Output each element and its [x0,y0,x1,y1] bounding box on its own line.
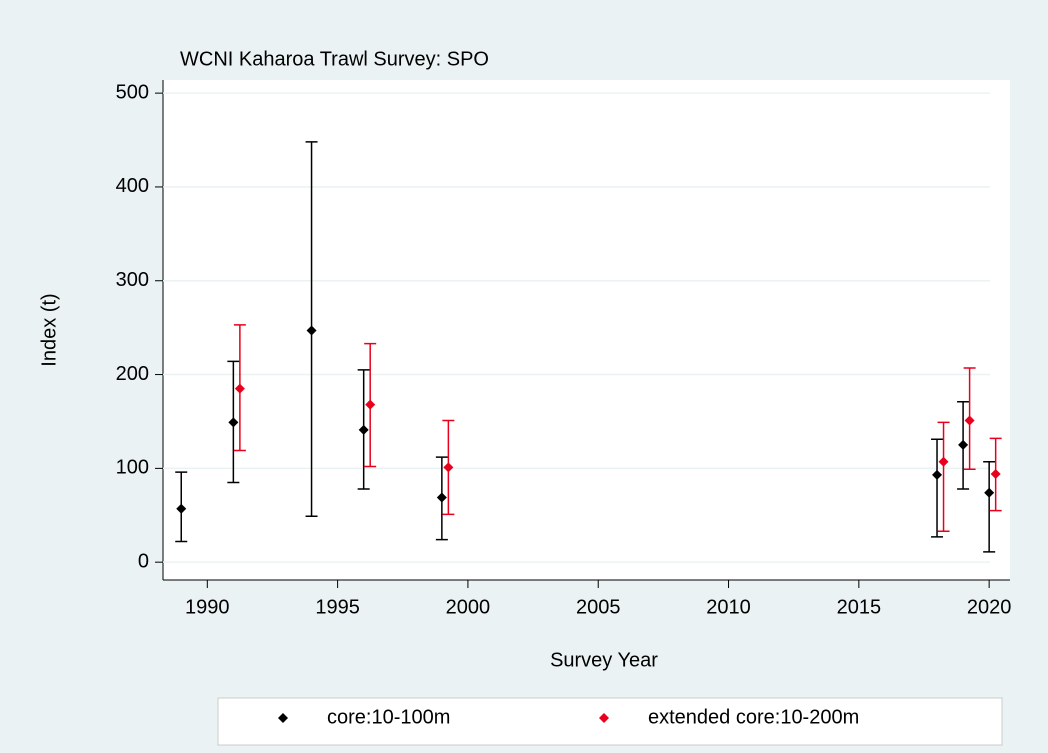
legend-marker [278,713,288,723]
point [358,424,369,435]
point [228,417,239,428]
legend-label: extended core:10-200m [648,706,859,728]
x-tick-label: 2005 [576,596,621,618]
point [306,325,317,336]
plot-area [163,80,1010,580]
point [984,487,995,498]
legend [217,697,1003,746]
y-tick-label: 300 [116,269,149,291]
x-tick-label: 2015 [837,596,882,618]
error-bar [931,438,944,538]
error-bar [983,461,996,553]
point [234,383,245,394]
y-tick-label: 200 [116,363,149,385]
point [932,469,943,480]
point [938,456,949,467]
x-tick-label: 2020 [967,596,1012,618]
x-axis-title: Survey Year [550,649,658,671]
point [990,468,1001,479]
y-tick-label: 0 [138,550,149,572]
x-tick-label: 2000 [446,596,491,618]
error-bar [937,421,950,532]
y-axis-title: Index (t) [38,293,60,366]
legend-label: core:10-100m [327,706,450,728]
point [176,503,187,514]
point [443,462,454,473]
point [958,439,969,450]
point [436,492,447,503]
point [365,399,376,410]
x-tick-label: 1995 [315,596,360,618]
x-tick-label: 2010 [706,596,751,618]
point [964,415,975,426]
chart-title: WCNI Kaharoa Trawl Survey: SPO [180,48,489,70]
x-tick-label: 1990 [185,596,230,618]
legend-marker [599,713,609,723]
y-tick-label: 100 [116,457,149,479]
y-tick-label: 400 [116,175,149,197]
y-tick-label: 500 [116,81,149,103]
